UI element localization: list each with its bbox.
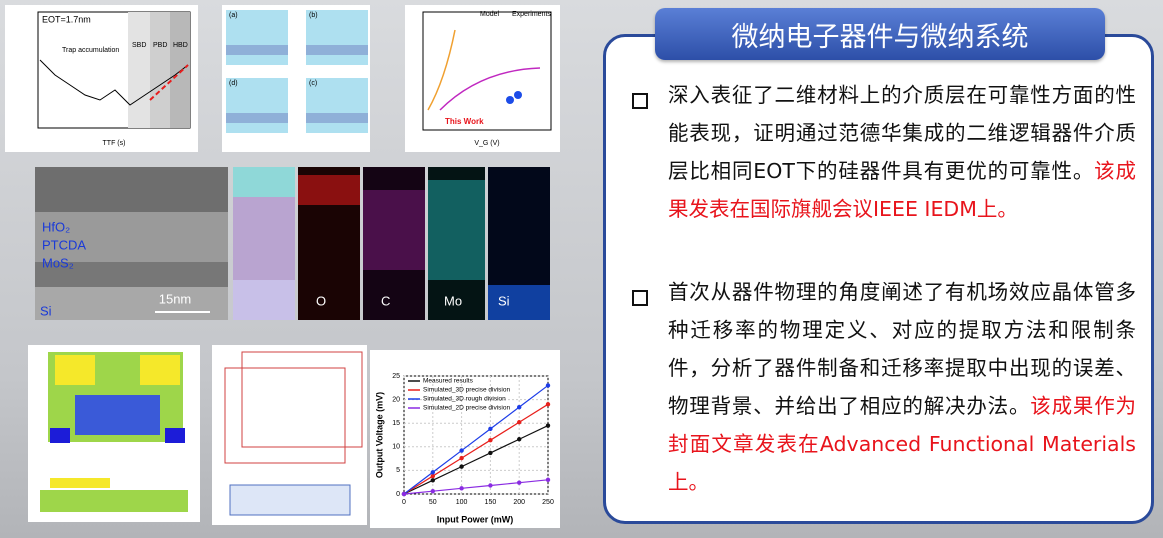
series-line bbox=[403, 425, 549, 495]
figures: EOT=1.7nm Trap accumulation SBD PBD HBD … bbox=[5, 5, 560, 528]
y-tick-label: 20 bbox=[392, 396, 400, 403]
data-point bbox=[459, 455, 464, 461]
breakdown-figure: EOT=1.7nm Trap accumulation SBD PBD HBD … bbox=[5, 5, 198, 152]
label: SBD bbox=[132, 42, 146, 49]
cube-figure bbox=[212, 345, 367, 525]
data-point bbox=[488, 437, 493, 443]
panel-title: 微纳电子器件与微纳系统 bbox=[655, 8, 1105, 60]
label: (a) bbox=[229, 12, 238, 19]
data-point bbox=[430, 470, 435, 475]
label: This Work bbox=[445, 117, 484, 126]
series-line bbox=[403, 384, 549, 495]
data-point bbox=[545, 477, 551, 483]
label: MoS₂ bbox=[42, 255, 74, 270]
x-axis-label: Input Power (mW) bbox=[437, 514, 514, 524]
label: Si bbox=[498, 293, 510, 308]
comparison-figure: Model Experiments This Work V_G (V) bbox=[405, 5, 560, 152]
label: HBD bbox=[173, 42, 188, 49]
label: Experiments bbox=[512, 11, 551, 18]
data-point bbox=[401, 491, 407, 497]
data-point bbox=[430, 478, 435, 483]
label: (b) bbox=[309, 12, 318, 19]
data-point bbox=[459, 464, 464, 469]
data-point bbox=[430, 488, 435, 494]
scale-label: 15nm bbox=[159, 291, 192, 306]
data-point bbox=[517, 437, 522, 442]
label: PBD bbox=[153, 42, 167, 49]
label: Mo bbox=[444, 293, 462, 308]
label: Model bbox=[480, 11, 500, 18]
axis-label: TTF (s) bbox=[103, 140, 126, 147]
x-tick-label: 250 bbox=[542, 499, 554, 506]
y-tick-label: 10 bbox=[392, 444, 400, 451]
data-point bbox=[488, 450, 493, 456]
y-tick-label: 15 bbox=[392, 420, 400, 427]
legend-label: Simulated_3D precise division bbox=[423, 387, 510, 394]
data-point bbox=[517, 404, 522, 410]
bullet-highlight: 该成果作为封面文章发表在Advanced Functional Material… bbox=[668, 394, 1137, 494]
data-point bbox=[545, 402, 551, 407]
schematic-figure: (a) (b) (c) (d) bbox=[222, 5, 370, 152]
data-point bbox=[545, 423, 551, 428]
data-point bbox=[430, 473, 435, 479]
label: O bbox=[316, 293, 326, 308]
text-panel bbox=[603, 34, 1154, 524]
label: C bbox=[381, 293, 390, 308]
eds-figure: O C Mo Si bbox=[233, 167, 550, 320]
series-line bbox=[403, 403, 549, 495]
label: Si bbox=[40, 303, 52, 318]
line-chart: Input Power (mW) Output Voltage (mV) 0 50… bbox=[370, 350, 560, 528]
axis-label: V_G (V) bbox=[474, 140, 499, 147]
legend-label: Simulated_2D precise division bbox=[423, 405, 510, 412]
label: PTCDA bbox=[42, 237, 86, 252]
data-point bbox=[545, 383, 551, 388]
device-figure bbox=[28, 345, 200, 522]
y-tick-label: 0 bbox=[396, 491, 400, 498]
legend-label: Simulated_3D rough division bbox=[423, 396, 506, 403]
bullet-text: 首次从器件物理的角度阐述了有机场效应晶体管多种迁移率的物理定义、对应的提取方法和… bbox=[668, 280, 1136, 418]
data-point bbox=[488, 426, 493, 432]
label: (d) bbox=[229, 80, 238, 87]
x-tick-label: 200 bbox=[513, 499, 525, 506]
data-point bbox=[517, 420, 522, 425]
y-axis-label: Output Voltage (mV) bbox=[374, 392, 384, 478]
data-point bbox=[488, 483, 493, 488]
bullet-marker bbox=[632, 290, 648, 306]
bullet-item: 深入表征了二维材料上的介质层在可靠性方面的性能表现，证明通过范德华集成的二维逻辑… bbox=[668, 76, 1136, 228]
label: HfO₂ bbox=[42, 219, 70, 234]
label: EOT=1.7nm bbox=[42, 14, 91, 24]
bullet-text: 深入表征了二维材料上的介质层在可靠性方面的性能表现，证明通过范德华集成的二维逻辑… bbox=[668, 83, 1136, 183]
tem-figure: HfO₂ PTCDA MoS₂ Si 15nm bbox=[35, 167, 228, 320]
x-tick-label: 150 bbox=[485, 499, 497, 506]
data-point bbox=[517, 480, 522, 485]
label: Trap accumulation bbox=[62, 47, 119, 54]
bullet-item: 首次从器件物理的角度阐述了有机场效应晶体管多种迁移率的物理定义、对应的提取方法和… bbox=[668, 273, 1136, 501]
y-tick-label: 25 bbox=[392, 373, 400, 380]
x-tick-label: 100 bbox=[456, 499, 468, 506]
data-point bbox=[459, 486, 464, 491]
bullet-highlight: 该成果发表在国际旗舰会议IEEE IEDM上。 bbox=[668, 159, 1136, 221]
bullet-marker bbox=[632, 93, 648, 109]
x-tick-label: 0 bbox=[402, 499, 406, 506]
label: (c) bbox=[309, 80, 317, 87]
data-point bbox=[459, 448, 464, 453]
series-line bbox=[403, 479, 549, 495]
x-tick-label: 50 bbox=[429, 499, 437, 506]
y-tick-label: 5 bbox=[396, 467, 400, 474]
legend-label: Measured results bbox=[423, 378, 474, 385]
